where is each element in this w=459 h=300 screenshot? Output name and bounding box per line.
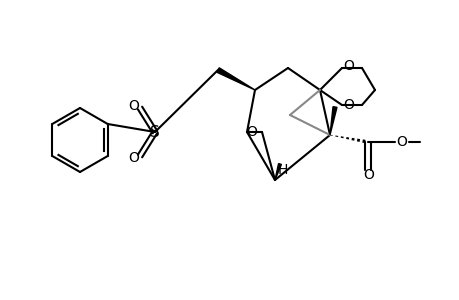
Text: S: S (150, 124, 160, 140)
Polygon shape (274, 164, 281, 180)
Polygon shape (329, 106, 336, 135)
Text: O: O (246, 125, 257, 139)
Text: O: O (363, 168, 374, 182)
Text: H: H (277, 163, 287, 177)
Text: O: O (343, 98, 354, 112)
Text: O: O (128, 151, 139, 165)
Text: O: O (343, 59, 354, 73)
Polygon shape (216, 68, 254, 90)
Text: O: O (128, 99, 139, 113)
Text: O: O (396, 135, 407, 149)
